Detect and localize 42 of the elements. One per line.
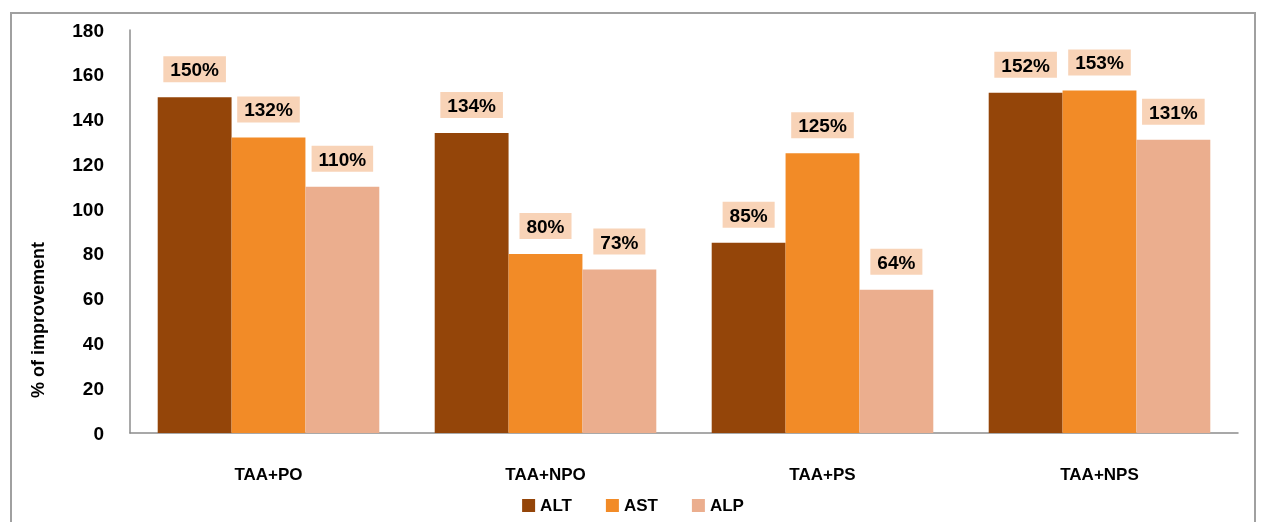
data-label: 150% [170, 59, 220, 81]
y-tick-label: 100 [72, 198, 104, 220]
x-tick-label: TAA+PS [789, 465, 856, 484]
data-label: 73% [600, 231, 639, 253]
legend-label: ALT [540, 496, 573, 515]
bar [434, 132, 509, 433]
data-label: 110% [318, 148, 367, 170]
x-tick-label: TAA+NPS [1060, 465, 1139, 484]
data-label: 64% [877, 251, 916, 273]
data-label: 153% [1075, 52, 1124, 74]
bar [305, 186, 380, 433]
y-tick-label: 0 [93, 422, 104, 444]
bar [711, 242, 786, 433]
x-tick-label: TAA+NPO [505, 465, 586, 484]
y-tick-label: 180 [72, 19, 104, 41]
bar [785, 153, 860, 433]
bar [1136, 139, 1211, 433]
y-tick-label: 160 [72, 64, 104, 86]
y-tick-label: 120 [72, 153, 104, 175]
data-label: 132% [244, 99, 293, 121]
data-label: 125% [798, 115, 847, 137]
bar [582, 269, 657, 433]
legend-label: AST [623, 496, 659, 515]
data-label: 85% [729, 204, 768, 226]
y-tick-label: 80 [82, 243, 104, 265]
bar [231, 137, 306, 433]
y-tick-label: 60 [82, 288, 104, 310]
bar [859, 289, 934, 433]
y-axis-title: % of improvement [28, 241, 48, 399]
bar [1062, 90, 1137, 433]
data-label: 131% [1149, 101, 1198, 123]
bar [988, 92, 1063, 433]
data-label: 152% [1001, 54, 1051, 76]
data-label: 134% [447, 94, 497, 116]
x-tick-label: TAA+PO [234, 465, 303, 484]
data-label: 80% [526, 215, 565, 237]
y-tick-label: 140 [72, 109, 104, 131]
y-tick-label: 20 [82, 377, 104, 399]
bar [508, 253, 583, 433]
legend-label: ALP [709, 496, 744, 515]
y-tick-label: 40 [82, 332, 104, 354]
bar [157, 97, 232, 433]
